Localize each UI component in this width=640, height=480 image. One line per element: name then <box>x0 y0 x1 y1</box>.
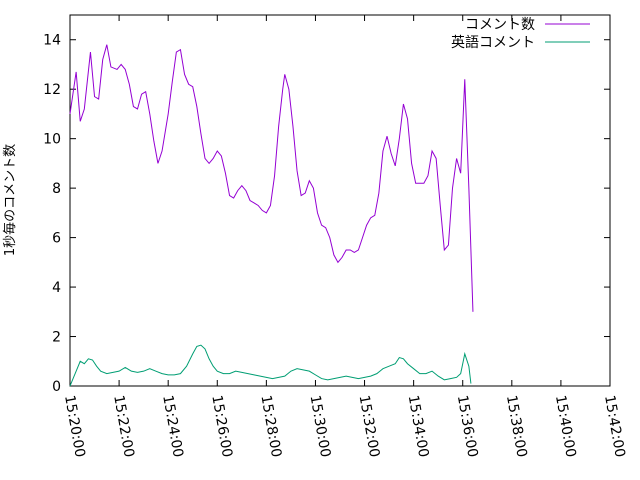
series-line-2 <box>69 344 472 387</box>
x-tick-label: 15:38:00 <box>503 394 530 459</box>
x-tick-label: 15:32:00 <box>356 394 383 459</box>
series-lines <box>69 44 474 387</box>
x-axis-ticks: 15:20:00 15:22:00 15:24:00 15:26:00 15:28:00… <box>61 15 628 459</box>
series-line-1 <box>69 44 474 312</box>
x-tick-label: 15:22:00 <box>110 394 137 459</box>
plot-frame <box>69 14 611 387</box>
x-tick-label: 15:40:00 <box>552 394 579 459</box>
x-tick-label: 15:30:00 <box>307 394 334 459</box>
legend-label-2: 英語コメント <box>451 34 535 51</box>
x-tick-label: 15:24:00 <box>159 394 186 459</box>
y-tick-label: 8 <box>52 181 61 197</box>
y-axis-label: 1秒毎のコメント数 <box>2 144 18 256</box>
y-tick-label: 2 <box>52 330 61 346</box>
y-tick-label: 6 <box>52 231 61 247</box>
y-tick-label: 14 <box>43 33 61 49</box>
x-tick-label: 15:42:00 <box>601 394 628 459</box>
x-tick-label: 15:36:00 <box>454 394 481 459</box>
y-tick-label: 10 <box>43 132 61 148</box>
y-axis-ticks: 0 2 4 6 8 10 12 14 <box>43 33 610 395</box>
x-tick-label: 15:26:00 <box>208 394 235 459</box>
y-tick-label: 12 <box>43 82 61 98</box>
legend-label-1: コメント数 <box>465 17 535 33</box>
y-tick-label: 0 <box>52 379 61 395</box>
x-tick-label: 15:20:00 <box>61 394 88 459</box>
x-tick-label: 15:34:00 <box>405 394 432 459</box>
x-tick-label: 15:28:00 <box>257 394 284 459</box>
y-tick-label: 4 <box>52 280 61 296</box>
